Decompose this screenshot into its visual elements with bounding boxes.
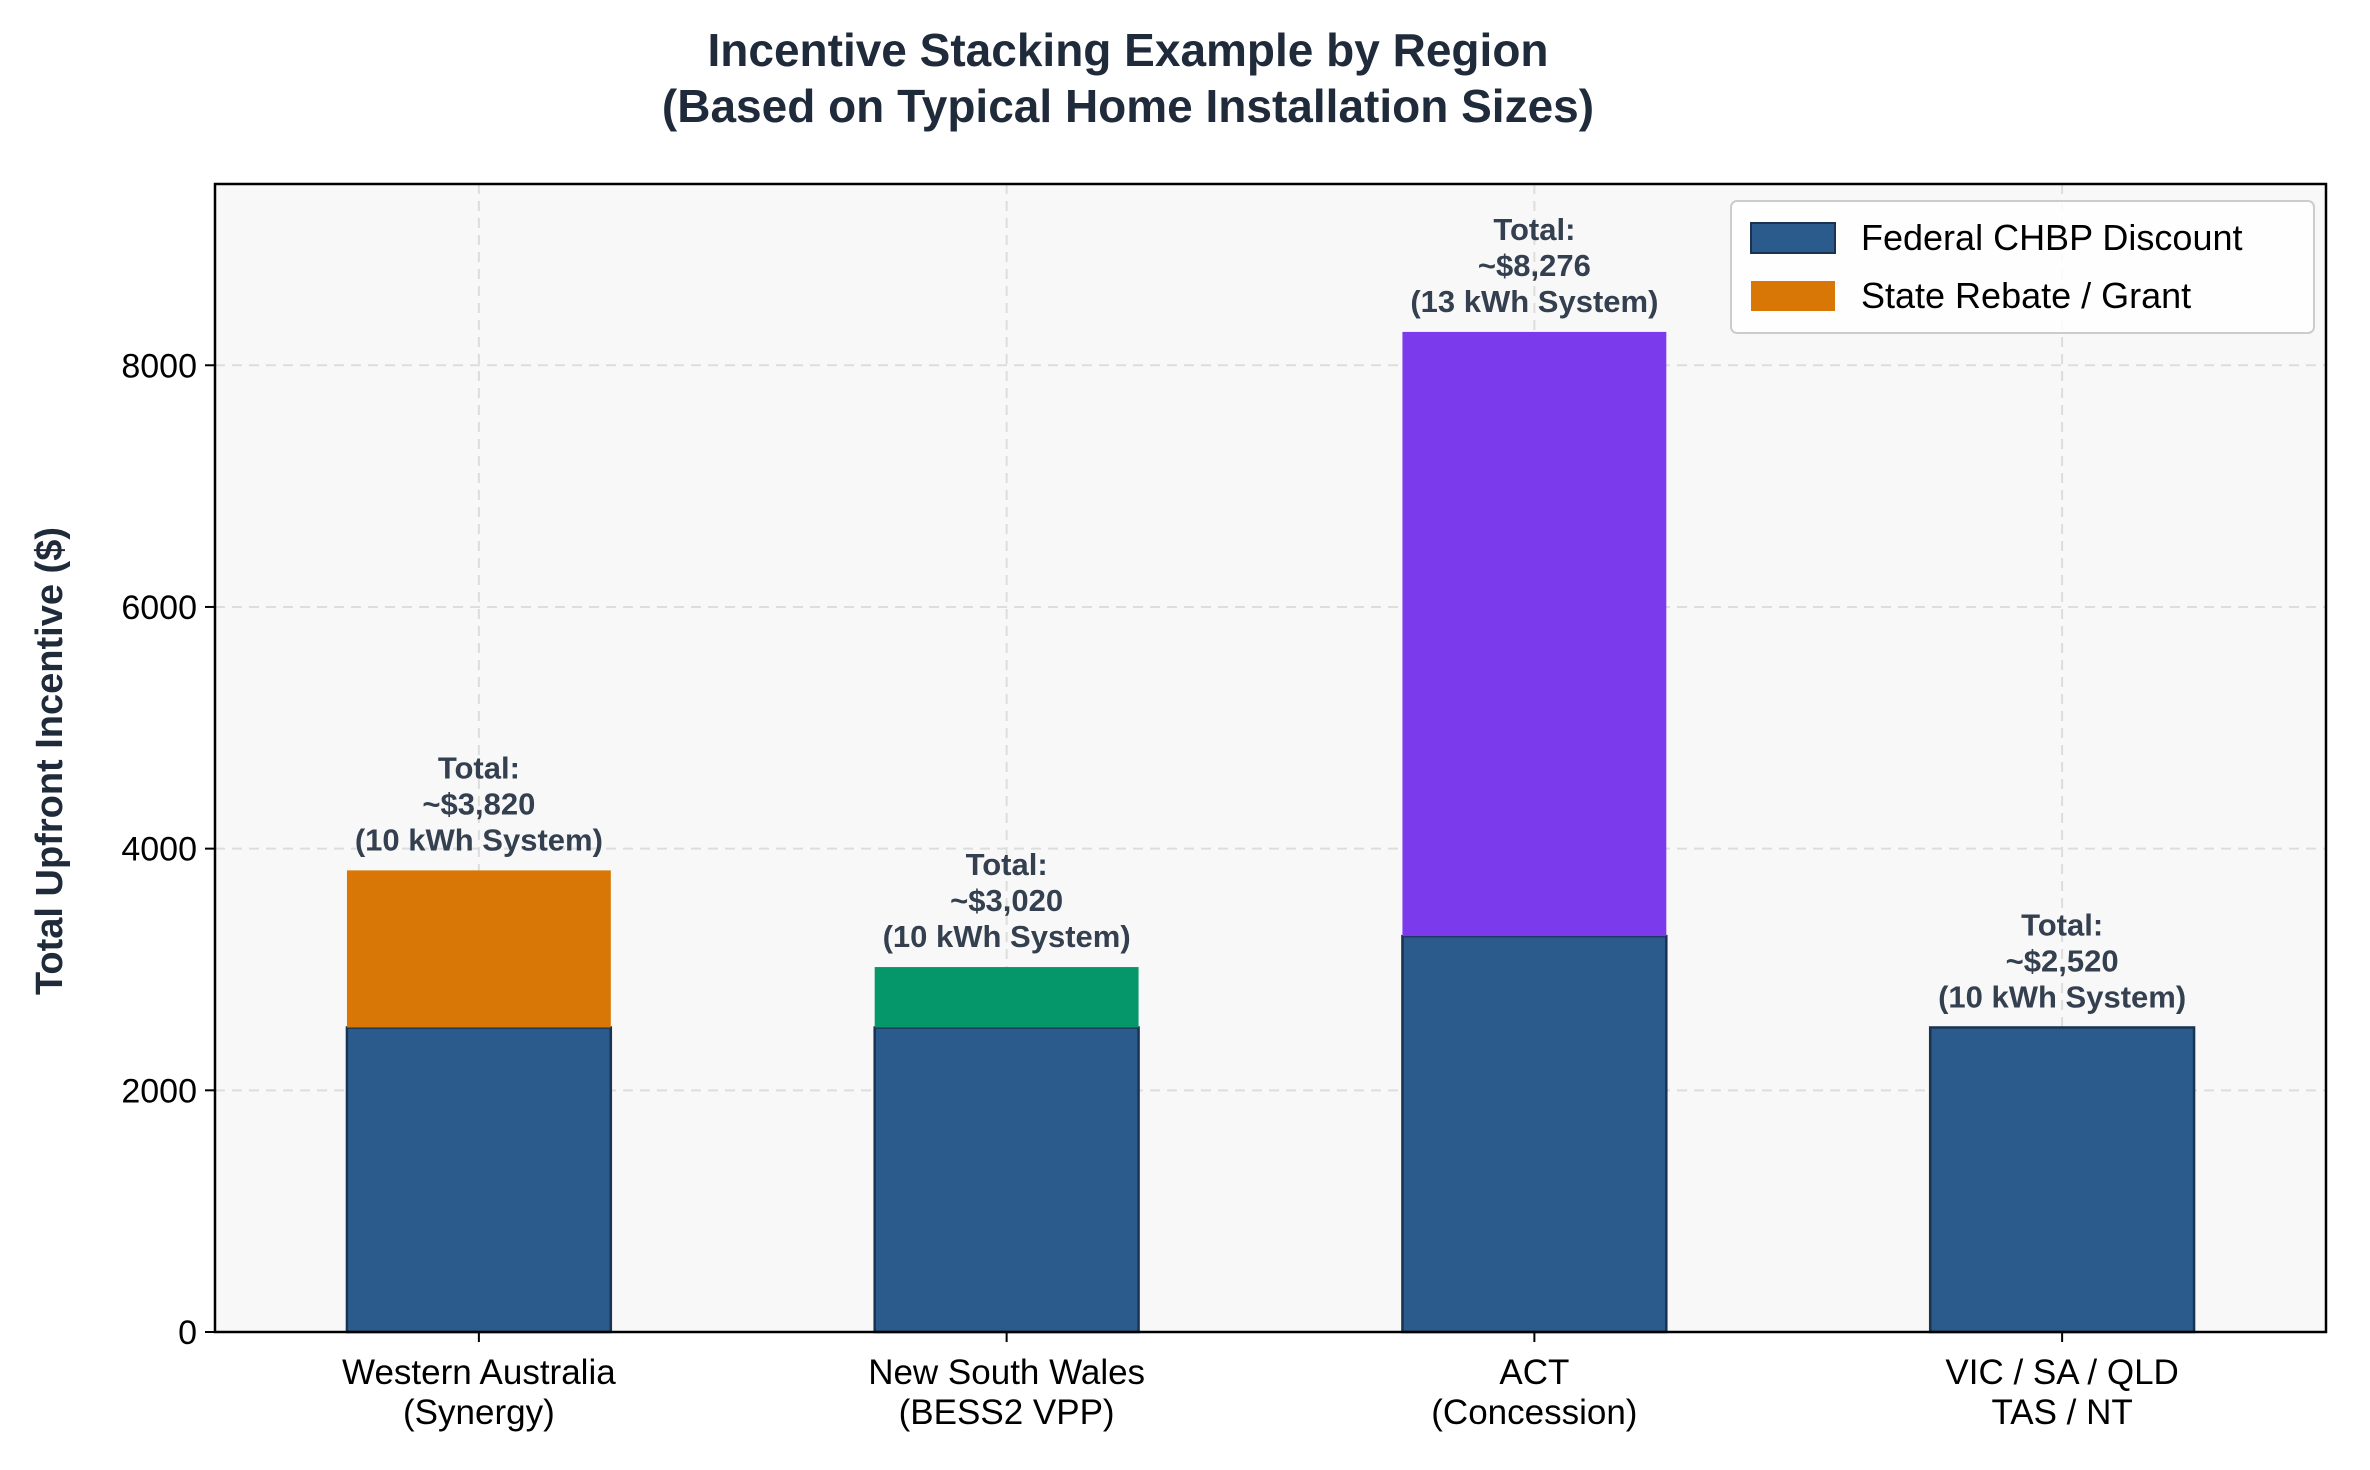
chart-title-line-1: Incentive Stacking Example by Region	[707, 24, 1548, 76]
bar-federal-3	[1928, 1026, 2196, 1334]
x-tick-label-0: Western Australia (Synergy)	[342, 1353, 616, 1432]
legend-label-0: Federal CHBP Discount	[1861, 217, 2243, 258]
total-annotation-2-line-0: Total:	[1493, 212, 1575, 247]
x-axis: Western Australia (Synergy) New South Wale…	[342, 1332, 2179, 1432]
y-axis: 0 2000 4000 6000 8000	[121, 347, 215, 1352]
x-tick-label-line-2-0: ACT	[1499, 1353, 1569, 1392]
y-tick-label-3: 6000	[121, 589, 197, 627]
total-annotation-0-line-0: Total:	[438, 750, 520, 785]
total-annotation-2-line-1: ~$8,276	[1478, 248, 1591, 283]
bar-federal-2	[1401, 934, 1668, 1334]
x-tick-label-line-1-0: New South Wales	[868, 1353, 1145, 1392]
y-axis-label: Total Upfront Incentive ($)	[29, 527, 71, 995]
bars	[345, 331, 2196, 1334]
y-tick-label-1: 2000	[121, 1072, 197, 1110]
bar-state-1	[874, 967, 1139, 1028]
total-annotation-0-line-1: ~$3,820	[422, 786, 535, 821]
bar-federal-1	[873, 1026, 1140, 1334]
legend: Federal CHBP Discount State Rebate / Gran…	[1730, 200, 2315, 334]
x-tick-label-1: New South Wales (BESS2 VPP)	[868, 1353, 1145, 1432]
x-tick-label-3: VIC / SA / QLD TAS / NT	[1945, 1353, 2178, 1432]
total-annotation-2-line-2: (13 kWh System)	[1410, 284, 1658, 319]
legend-swatch-0	[1750, 222, 1836, 254]
total-annotation-3-line-0: Total:	[2021, 907, 2103, 942]
total-annotation-1-line-2: (10 kWh System)	[883, 919, 1131, 954]
total-annotation-1-line-1: ~$3,020	[950, 883, 1063, 918]
total-annotation-3-line-1: ~$2,520	[2006, 943, 2119, 978]
x-tick-label-line-1-1: (BESS2 VPP)	[899, 1393, 1115, 1432]
x-tick-label-line-3-0: VIC / SA / QLD	[1945, 1353, 2178, 1392]
legend-label-1: State Rebate / Grant	[1861, 275, 2191, 316]
x-tick-label-line-2-1: (Concession)	[1431, 1393, 1637, 1432]
chart-title-line-2: (Based on Typical Home Installation Size…	[662, 80, 1594, 132]
x-tick-label-line-3-1: TAS / NT	[1991, 1393, 2132, 1432]
x-tick-label-line-0-1: (Synergy)	[403, 1393, 555, 1432]
y-tick-label-0: 0	[178, 1314, 197, 1352]
y-tick-label-2: 4000	[121, 831, 197, 869]
x-tick-label-2: ACT (Concession)	[1431, 1353, 1637, 1432]
x-tick-label-line-0-0: Western Australia	[342, 1353, 616, 1392]
y-tick-label-4: 8000	[121, 347, 197, 385]
total-annotations: Total:~$3,820(10 kWh System)Total:~$3,02…	[355, 212, 2186, 1015]
legend-box	[1730, 200, 2315, 334]
plot-frame	[213, 182, 2328, 1334]
total-annotation-3-line-2: (10 kWh System)	[1938, 979, 2186, 1014]
bar-state-0	[346, 870, 611, 1028]
total-annotation-0-line-2: (10 kWh System)	[355, 822, 603, 857]
total-annotation-1-line-0: Total:	[966, 847, 1048, 882]
bar-state-2	[1402, 331, 1667, 937]
legend-swatch-1	[1751, 281, 1835, 311]
bar-federal-0	[345, 1026, 613, 1334]
